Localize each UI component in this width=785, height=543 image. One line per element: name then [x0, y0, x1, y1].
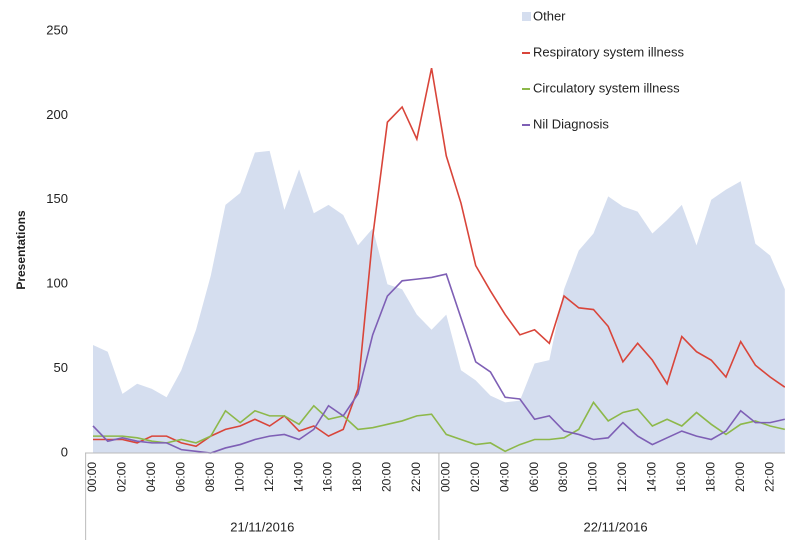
x-tick-label: 10:00	[232, 462, 246, 492]
legend-swatch	[522, 12, 531, 21]
y-tick-label: 250	[46, 22, 68, 37]
x-tick-label: 04:00	[144, 462, 158, 492]
y-axis-label: Presentations	[14, 210, 28, 290]
x-tick-label: 22:00	[409, 462, 423, 492]
x-tick-label: 22:00	[762, 462, 776, 492]
x-tick-label: 00:00	[85, 462, 99, 492]
area	[93, 150, 785, 453]
legend-label: Nil Diagnosis	[533, 116, 609, 131]
x-tick-label: 14:00	[291, 462, 305, 492]
x-tick-label: 04:00	[497, 462, 511, 492]
y-tick-label: 50	[54, 360, 68, 375]
y-tick-label: 150	[46, 191, 68, 206]
x-tick-label: 08:00	[203, 462, 217, 492]
x-tick-label: 06:00	[527, 462, 541, 492]
y-tick-label: 100	[46, 276, 68, 291]
x-tick-label: 02:00	[115, 462, 129, 492]
x-tick-label: 20:00	[733, 462, 747, 492]
x-group-label: 22/11/2016	[584, 519, 648, 534]
x-tick-label: 02:00	[468, 462, 482, 492]
x-group-label: 21/11/2016	[230, 519, 294, 534]
x-tick-label: 12:00	[262, 462, 276, 492]
x-tick-label: 18:00	[703, 462, 717, 492]
x-tick-label: 20:00	[380, 462, 394, 492]
x-tick-label: 16:00	[321, 462, 335, 492]
legend-label: Circulatory system illness	[533, 80, 680, 95]
line	[93, 400, 785, 453]
x-tick-label: 06:00	[173, 462, 187, 492]
x-tick-label: 18:00	[350, 462, 364, 492]
x-tick-label: 14:00	[645, 462, 659, 492]
x-tick-label: 12:00	[615, 462, 629, 492]
legend-label: Respiratory system illness	[533, 44, 684, 59]
legend-label: Other	[533, 8, 566, 23]
y-tick-label: 200	[46, 107, 68, 122]
x-tick-label: 10:00	[586, 462, 600, 492]
x-tick-label: 08:00	[556, 462, 570, 492]
x-tick-label: 16:00	[674, 462, 688, 492]
y-tick-label: 0	[61, 444, 68, 459]
x-tick-label: 00:00	[438, 462, 452, 492]
